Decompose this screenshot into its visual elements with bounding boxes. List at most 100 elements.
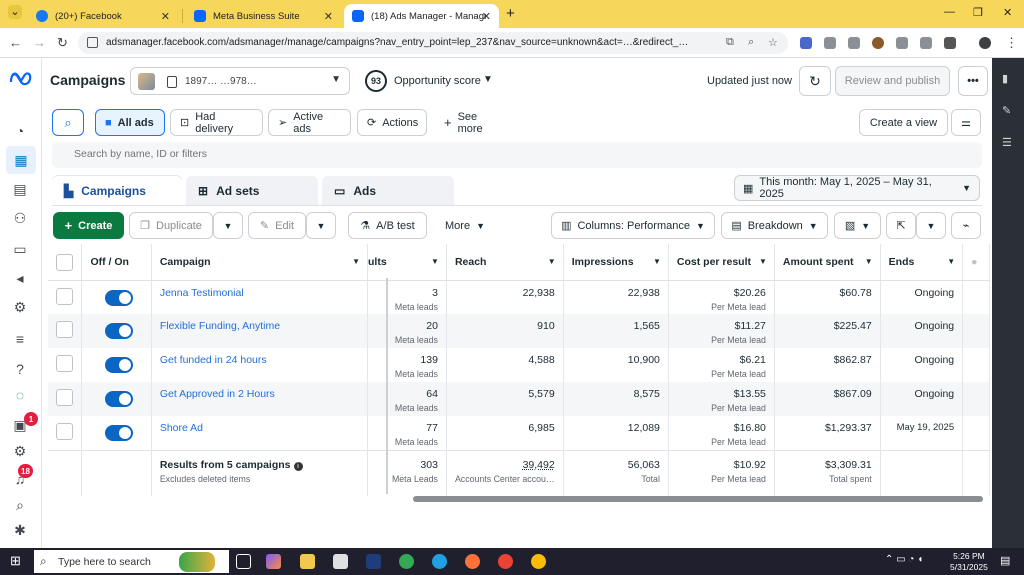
campaign-toggle[interactable]	[105, 357, 134, 373]
search-toggle-button[interactable]: ⌕	[52, 109, 84, 136]
close-icon[interactable]: ✕	[481, 10, 491, 23]
browser-menu-icon[interactable]: ⋮	[1005, 35, 1018, 50]
opportunity-score-badge[interactable]: 93	[365, 70, 387, 92]
install-icon[interactable]: ⧉	[726, 36, 734, 48]
settings-icon[interactable]: ⚙	[13, 442, 27, 459]
tab-campaigns[interactable]: ▙ Campaigns	[52, 176, 182, 206]
campaign-toggle[interactable]	[105, 289, 134, 306]
bug-report-icon[interactable]: ✱	[14, 521, 26, 538]
close-icon[interactable]: ✕	[160, 10, 170, 23]
windows-start-icon[interactable]: ⊞	[10, 553, 21, 568]
reload-icon[interactable]: ↻	[57, 35, 68, 50]
browser-tab-facebook[interactable]: (20+) Facebook ✕	[28, 4, 178, 28]
extension-icon[interactable]	[872, 37, 884, 49]
ab-test-button[interactable]: ⚗ A/B test	[348, 212, 427, 239]
back-icon[interactable]: ←	[9, 35, 22, 50]
dashboard-icon[interactable]: ◔	[15, 123, 25, 139]
row-checkbox[interactable]	[56, 321, 73, 338]
clock[interactable]: 5:26 PM 5/31/2025	[950, 551, 988, 573]
filter-had-delivery[interactable]: ⊡ Had delivery	[170, 109, 263, 136]
browser-tab-ads-manager[interactable]: (18) Ads Manager - Manage ad ✕	[344, 4, 499, 28]
filter-active-ads[interactable]: ➢ Active ads	[268, 109, 351, 136]
reports-button[interactable]: ▧ ▼	[834, 212, 881, 239]
col-impressions[interactable]: Impressions ▼	[563, 244, 669, 281]
info-icon[interactable]: i	[293, 461, 303, 471]
sort-icon[interactable]: ▼	[758, 257, 767, 266]
address-bar[interactable]: adsmanager.facebook.com/adsmanager/manag…	[78, 32, 788, 54]
columns-button[interactable]: ▥ Columns: Performance ▼	[551, 212, 715, 239]
copilot-icon[interactable]	[266, 554, 281, 569]
col-cost-per-result[interactable]: Cost per result ▼	[668, 244, 775, 281]
campaign-search[interactable]	[52, 142, 982, 168]
list-icon[interactable]: ☰	[1002, 137, 1012, 149]
more-actions-button[interactable]: More ▼	[434, 212, 496, 239]
extension-icon[interactable]	[848, 37, 860, 49]
tab-ad-sets[interactable]: ⊞ Ad sets	[186, 176, 318, 206]
create-button[interactable]: + Create	[53, 212, 124, 239]
add-column-cell[interactable]: ●	[962, 244, 990, 281]
chevron-down-icon[interactable]: ▼	[483, 74, 493, 85]
restore-icon[interactable]: ❐	[973, 7, 983, 19]
sort-icon[interactable]: ▼	[547, 257, 556, 266]
advertise-icon[interactable]: ◂	[16, 269, 24, 286]
campaign-toggle[interactable]	[105, 323, 134, 339]
more-options-button[interactable]: •••	[958, 66, 988, 96]
zoom-icon[interactable]: ⌕	[748, 36, 755, 48]
store-icon[interactable]	[333, 554, 348, 569]
tab-ads[interactable]: ▭ Ads	[322, 176, 454, 206]
sort-icon[interactable]: ▼	[864, 257, 873, 266]
campaigns-table-icon[interactable]: ▦	[6, 146, 36, 174]
catalog-icon[interactable]: ▤	[13, 180, 27, 197]
chrome-icon[interactable]	[498, 554, 513, 569]
extension-icon[interactable]	[920, 37, 932, 49]
taskbar-search[interactable]: ⌕ Type here to search	[34, 550, 229, 573]
billing-icon[interactable]: ▭	[13, 240, 27, 257]
campaign-toggle[interactable]	[105, 425, 134, 441]
select-all-checkbox[interactable]	[56, 253, 73, 271]
all-tools-icon[interactable]: ≡	[15, 331, 25, 347]
view-settings-button[interactable]: ⚌	[951, 109, 981, 136]
add-column-icon[interactable]: ●	[971, 255, 978, 268]
audiences-icon[interactable]: ⚇	[13, 209, 27, 226]
tab-search-icon[interactable]: ⌄	[8, 5, 22, 19]
meta-logo-icon[interactable]	[9, 70, 33, 86]
refresh-button[interactable]: ↻	[799, 66, 831, 96]
campaign-name-link[interactable]: Jenna Testimonial	[159, 286, 244, 299]
create-view-button[interactable]: Create a view	[859, 109, 948, 136]
col-campaign[interactable]: Campaign ▼	[151, 244, 369, 281]
table-row[interactable]: Get Approved in 2 Hours 64 Meta leads 5,5…	[48, 382, 990, 416]
duplicate-button[interactable]: ❐ Duplicate	[129, 212, 213, 239]
sort-icon[interactable]: ▼	[652, 257, 661, 266]
file-explorer-icon[interactable]	[300, 554, 315, 569]
browser-tab-business-suite[interactable]: Meta Business Suite ✕	[186, 4, 341, 28]
duplicate-dropdown-button[interactable]: ▼	[213, 212, 243, 239]
chrome-icon[interactable]	[399, 554, 414, 569]
breakdown-button[interactable]: ▤ Breakdown ▼	[721, 212, 828, 239]
date-range-picker[interactable]: ▦ This month: May 1, 2025 – May 31, 2025…	[734, 175, 980, 201]
charts-button[interactable]: ⌁	[951, 212, 981, 239]
chat-icon[interactable]: ◌	[15, 387, 25, 403]
col-results[interactable]: ults ▼	[367, 244, 447, 281]
search-input[interactable]	[74, 148, 574, 160]
notifications-icon[interactable]: ▤	[1000, 555, 1011, 567]
col-ends[interactable]: Ends ▼	[880, 244, 964, 281]
new-tab-icon[interactable]: +	[506, 5, 515, 22]
totals-reach[interactable]: 39,492	[522, 458, 555, 471]
bookmark-star-icon[interactable]: ☆	[768, 37, 778, 49]
export-dropdown-button[interactable]: ▼	[916, 212, 946, 239]
select-all-cell[interactable]	[48, 244, 83, 281]
table-row[interactable]: Shore Ad 77 Meta leads 6,985 12,089 $16.8…	[48, 416, 990, 450]
edit-button[interactable]: ✎ Edit	[248, 212, 306, 239]
notifications-bell-icon[interactable]: ♫	[14, 471, 26, 487]
tray-icons[interactable]: ⌃ ▭ ◔ ◖	[885, 554, 924, 565]
opportunity-score-label[interactable]: Opportunity score	[394, 75, 481, 87]
row-checkbox[interactable]	[56, 287, 73, 305]
extension-icon[interactable]	[824, 37, 836, 49]
extension-icon[interactable]	[800, 37, 812, 49]
forward-icon[interactable]: →	[33, 35, 46, 50]
row-checkbox[interactable]	[56, 423, 73, 440]
extensions-puzzle-icon[interactable]	[944, 37, 956, 49]
review-publish-button[interactable]: Review and publish	[835, 66, 950, 96]
firefox-icon[interactable]	[465, 554, 480, 569]
edit-dropdown-button[interactable]: ▼	[306, 212, 336, 239]
